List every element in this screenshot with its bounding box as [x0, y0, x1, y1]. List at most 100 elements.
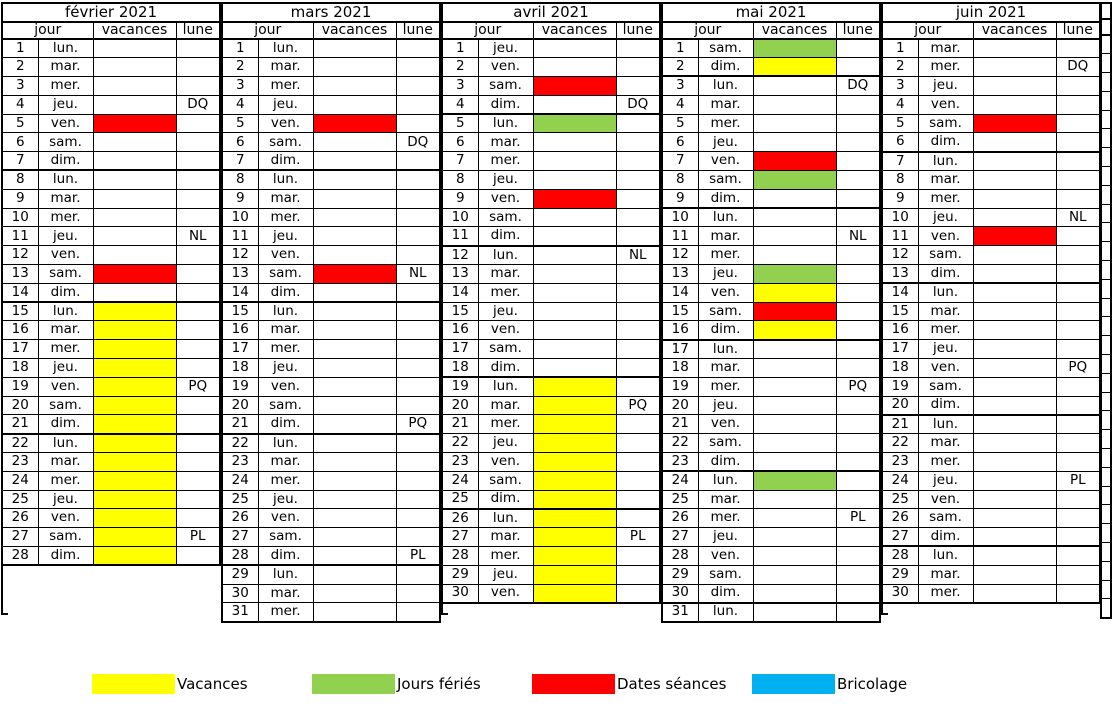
- vacances-cell: [972, 245, 1057, 265]
- day-number-cell: 12: [441, 245, 479, 265]
- moon-phase-cell: [615, 151, 661, 171]
- day-row: 12 lun. NL: [441, 245, 661, 265]
- day-row: 30 mer.: [881, 583, 1101, 604]
- vacances-cell: [752, 301, 837, 322]
- day-row: 26 ven.: [1, 508, 221, 529]
- day-name-cell: mar.: [37, 451, 94, 472]
- moon-phase-cell: [835, 169, 881, 190]
- cropped-next-month-table: [1100, 2, 1112, 619]
- vacances-cell: [972, 57, 1057, 77]
- day-name-cell: lun.: [917, 282, 974, 303]
- day-name-cell: sam.: [477, 470, 534, 491]
- day-name-cell: ven.: [257, 245, 314, 265]
- day-row: 10 lun.: [661, 207, 881, 228]
- day-name-cell: jeu.: [257, 357, 314, 378]
- day-row: [1100, 598, 1110, 619]
- vacances-cell: [92, 470, 177, 491]
- moon-phase-cell: [395, 245, 441, 265]
- vacances-cell: [532, 527, 617, 547]
- moon-phase-cell: [835, 320, 881, 341]
- day-row: 4 dim. DQ: [441, 94, 661, 116]
- day-number-cell: 6: [881, 132, 919, 153]
- vacances-cell: [752, 564, 837, 585]
- day-number-cell: 16: [221, 320, 259, 341]
- moon-phase-cell: [835, 339, 881, 359]
- vacances-cell: [312, 602, 397, 623]
- moon-phase-cell: PQ: [1055, 357, 1101, 378]
- moon-phase-cell: [1055, 376, 1101, 397]
- moon-phase-cell: [395, 38, 441, 59]
- day-number-cell: 4: [221, 94, 259, 115]
- day-row: 10 mer.: [1, 207, 221, 228]
- moon-phase-cell: [175, 38, 221, 59]
- moon-phase-cell: [615, 57, 661, 77]
- day-number-cell: 19: [1, 376, 39, 397]
- day-name-cell: mar.: [697, 357, 754, 378]
- vacances-cell: [92, 169, 177, 190]
- vacances-cell: [972, 38, 1057, 59]
- day-number-cell: 10: [441, 207, 479, 228]
- column-header-row: jour vacances lune: [221, 20, 441, 40]
- day-number-cell: 20: [221, 395, 259, 416]
- day-number-cell: 15: [221, 301, 259, 322]
- vacances-cell: [312, 395, 397, 416]
- moon-phase-cell: [175, 169, 221, 190]
- moon-phase-cell: NL: [1055, 207, 1101, 228]
- day-number-cell: 15: [661, 301, 699, 322]
- day-row: 20 jeu.: [661, 395, 881, 416]
- day-row: 16 mar.: [1, 320, 221, 341]
- day-number-cell: 17: [1, 339, 39, 359]
- vacances-cell: [312, 94, 397, 115]
- day-row: 23 mar.: [1, 451, 221, 472]
- day-name-cell: mar.: [257, 320, 314, 341]
- vacances-cell: [532, 320, 617, 341]
- moon-phase-cell: DQ: [1055, 57, 1101, 77]
- day-name-cell: sam.: [917, 113, 974, 134]
- day-row: 14 dim.: [221, 282, 441, 304]
- day-row: 10 jeu. NL: [881, 207, 1101, 228]
- vacances-cell: [972, 433, 1057, 453]
- vacances-cell: [92, 451, 177, 472]
- day-row: 7 dim.: [221, 151, 441, 172]
- day-row: 23 mer.: [881, 451, 1101, 472]
- day-row: 25 dim.: [441, 489, 661, 510]
- moon-phase-cell: [1055, 151, 1101, 171]
- day-number-cell: 2: [441, 57, 479, 77]
- day-name-cell: mer.: [917, 188, 974, 209]
- day-number-cell: 8: [1, 169, 39, 190]
- day-row: [1100, 203, 1110, 224]
- day-row: 24 lun.: [661, 470, 881, 491]
- day-name-cell: mar.: [477, 395, 534, 416]
- moon-phase-cell: [175, 282, 221, 304]
- day-number-cell: 12: [881, 245, 919, 265]
- day-number-cell: 26: [1, 508, 39, 529]
- day-number-cell: [1100, 109, 1110, 130]
- moon-phase-cell: [615, 301, 661, 322]
- moon-phase-cell: [175, 132, 221, 153]
- vacances-cell: [972, 489, 1057, 510]
- day-number-cell: 20: [441, 395, 479, 416]
- month-table: février 2021 jour vacances lune 1 lun. 2 mar. 3 m…: [1, 2, 221, 567]
- day-number-cell: 25: [221, 489, 259, 510]
- day-name-cell: jeu.: [477, 564, 534, 585]
- day-number-cell: 15: [1, 301, 39, 322]
- day-row: 26 mer. PL: [661, 508, 881, 529]
- moon-phase-cell: [615, 320, 661, 341]
- day-name-cell: mer.: [477, 414, 534, 435]
- day-row: 5 lun.: [441, 113, 661, 134]
- day-name-cell: lun.: [257, 301, 314, 322]
- day-number-cell: 21: [1, 414, 39, 435]
- moon-phase-cell: [1055, 226, 1101, 247]
- day-row: 21 ven.: [661, 414, 881, 435]
- day-row: 24 jeu. PL: [881, 470, 1101, 491]
- legend-label: Bricolage: [837, 675, 908, 693]
- day-name-cell: jeu.: [477, 433, 534, 453]
- vacances-cell: [752, 470, 837, 491]
- day-row: 26 ven.: [221, 508, 441, 529]
- moon-phase-cell: [395, 583, 441, 604]
- vacances-cell: [972, 508, 1057, 529]
- vacances-cell: [972, 75, 1057, 96]
- day-row: 23 dim.: [661, 451, 881, 473]
- vacances-cell: [972, 414, 1057, 435]
- day-row: 12 sam.: [881, 245, 1101, 265]
